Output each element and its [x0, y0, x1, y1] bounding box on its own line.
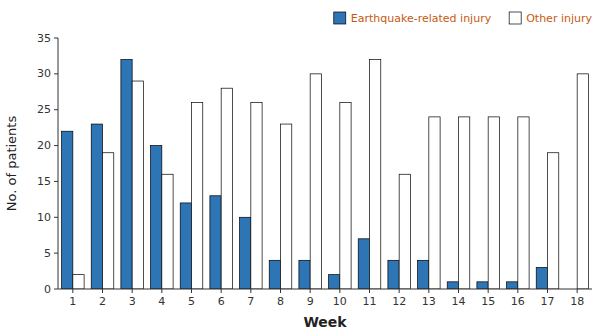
y-tick	[54, 217, 58, 218]
x-tick-label: 8	[277, 295, 284, 308]
chart: 0510152025303512345678910111213141516171…	[0, 0, 606, 335]
bar	[548, 153, 559, 289]
bar	[388, 260, 399, 289]
y-tick	[54, 109, 58, 110]
bar	[399, 174, 410, 289]
x-tick	[488, 289, 489, 293]
bar	[91, 124, 102, 289]
bar	[507, 282, 518, 289]
bar	[132, 81, 143, 289]
bar	[210, 196, 221, 289]
bar	[180, 203, 191, 289]
x-tick-label: 6	[218, 295, 225, 308]
x-tick-label: 4	[158, 295, 165, 308]
x-tick	[399, 289, 400, 293]
bar	[62, 131, 73, 289]
legend: Earthquake-related injury Other injury	[334, 12, 593, 25]
x-tick	[428, 289, 429, 293]
bar	[536, 267, 547, 289]
bars	[62, 60, 589, 289]
x-tick	[250, 289, 251, 293]
x-tick	[280, 289, 281, 293]
x-tick-label: 9	[307, 295, 314, 308]
bar	[151, 146, 162, 289]
bar	[121, 60, 132, 289]
x-tick	[458, 289, 459, 293]
bar	[518, 117, 529, 289]
x-tick-label: 2	[99, 295, 106, 308]
legend-label: Earthquake-related injury	[351, 12, 492, 25]
bar	[269, 260, 280, 289]
x-tick-label: 7	[247, 295, 254, 308]
y-tick	[54, 289, 58, 290]
y-tick-label: 35	[37, 32, 51, 45]
bar	[429, 117, 440, 289]
x-tick	[72, 289, 73, 293]
y-tick	[54, 73, 58, 74]
bar	[310, 74, 321, 289]
x-tick	[102, 289, 103, 293]
x-tick	[132, 289, 133, 293]
bar	[577, 74, 588, 289]
x-tick	[369, 289, 370, 293]
x-tick-label: 3	[129, 295, 136, 308]
bar	[192, 103, 203, 289]
x-tick-label: 15	[481, 295, 495, 308]
x-tick-label: 18	[570, 295, 584, 308]
y-tick-label: 15	[37, 175, 51, 188]
x-tick	[577, 289, 578, 293]
x-tick	[547, 289, 548, 293]
bar	[281, 124, 292, 289]
legend-swatch	[509, 12, 521, 24]
x-tick-label: 5	[188, 295, 195, 308]
x-axis-label: Week	[303, 314, 347, 330]
y-axis	[58, 38, 59, 289]
x-tick	[161, 289, 162, 293]
y-tick-label: 25	[37, 103, 51, 116]
legend-swatch	[334, 12, 346, 24]
bar	[251, 103, 262, 289]
bar	[358, 239, 369, 289]
bar	[418, 260, 429, 289]
bar	[370, 60, 381, 289]
bar	[162, 174, 173, 289]
bar	[221, 88, 232, 289]
x-tick	[191, 289, 192, 293]
bar	[459, 117, 470, 289]
x-tick-label: 13	[422, 295, 436, 308]
bar	[477, 282, 488, 289]
bar	[340, 103, 351, 289]
y-tick	[54, 253, 58, 254]
x-tick-label: 1	[69, 295, 76, 308]
y-tick-label: 20	[37, 139, 51, 152]
bar	[103, 153, 114, 289]
y-tick-label: 5	[44, 247, 51, 260]
y-tick-label: 10	[37, 211, 51, 224]
x-tick	[517, 289, 518, 293]
y-tick-label: 0	[44, 283, 51, 296]
x-tick	[339, 289, 340, 293]
x-tick	[221, 289, 222, 293]
x-tick-label: 17	[541, 295, 555, 308]
x-tick-label: 14	[452, 295, 466, 308]
y-axis-label: No. of patients	[4, 116, 19, 212]
bar	[299, 260, 310, 289]
bar	[73, 275, 84, 289]
legend-label: Other injury	[526, 12, 592, 25]
x-tick-label: 12	[392, 295, 406, 308]
bar	[240, 217, 251, 289]
x-tick	[310, 289, 311, 293]
y-tick	[54, 181, 58, 182]
bar	[447, 282, 458, 289]
x-axis	[58, 289, 592, 290]
y-tick-label: 30	[37, 67, 51, 80]
bar	[488, 117, 499, 289]
y-tick	[54, 38, 58, 39]
bar	[329, 275, 340, 289]
x-tick-label: 16	[511, 295, 525, 308]
x-tick-label: 10	[333, 295, 347, 308]
y-tick	[54, 145, 58, 146]
x-tick-label: 11	[363, 295, 377, 308]
